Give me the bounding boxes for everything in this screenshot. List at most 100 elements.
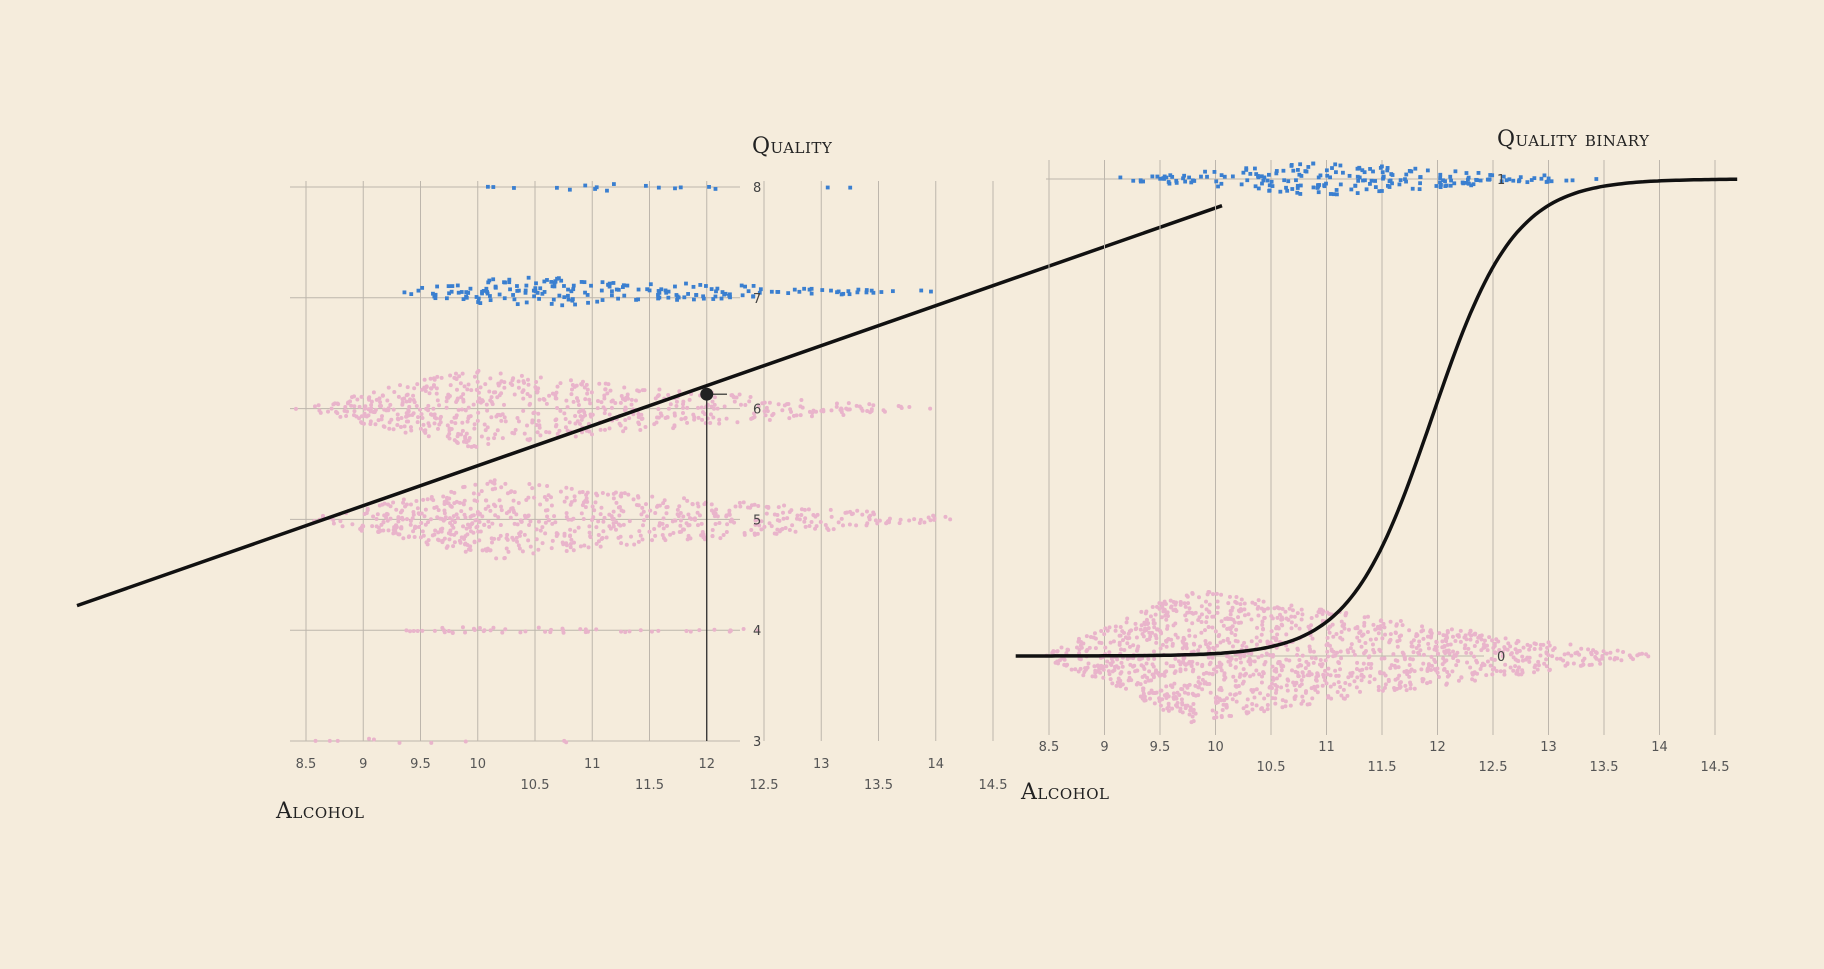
- right-point-q0: [1293, 688, 1298, 693]
- right-point-q1: [1318, 173, 1323, 178]
- right-point-q1: [1262, 175, 1267, 180]
- right-point-q1: [1545, 179, 1550, 184]
- left-point-q7: [508, 287, 512, 292]
- right-point-q1: [1338, 163, 1343, 168]
- left-point-q6: [881, 408, 886, 413]
- left-point-q6: [735, 420, 740, 425]
- left-point-q5: [636, 539, 641, 544]
- left-point-q5: [580, 490, 585, 495]
- right-point-q1: [1438, 172, 1443, 177]
- left-point-q7: [919, 288, 924, 293]
- left-point-q6: [419, 412, 424, 417]
- left-point-q6: [338, 414, 343, 419]
- right-point-q0: [1227, 594, 1232, 599]
- left-point-q6: [479, 434, 484, 439]
- right-point-q0: [1338, 685, 1343, 690]
- left-point-q5: [789, 508, 794, 513]
- left-point-q6: [424, 406, 429, 411]
- right-point-q1: [1356, 178, 1361, 183]
- left-point-q6: [767, 400, 772, 405]
- left-point-q7: [586, 300, 590, 305]
- left-point-q7: [579, 280, 584, 284]
- left-point-q5: [417, 512, 422, 517]
- right-point-q0: [1323, 658, 1328, 663]
- left-point-q5: [653, 533, 658, 538]
- right-point-q0: [1229, 616, 1234, 621]
- right-point-q0: [1394, 623, 1399, 628]
- right-point-q0: [1198, 644, 1203, 649]
- left-point-q6: [536, 418, 541, 423]
- left-point-q6: [379, 414, 384, 419]
- left-point-q5: [702, 537, 707, 542]
- left-point-q5: [642, 518, 647, 523]
- right-point-q0: [1478, 667, 1483, 672]
- left-point-q6: [460, 420, 465, 425]
- left-point-q6: [708, 412, 713, 417]
- left-point-q5: [660, 533, 665, 538]
- right-point-q0: [1295, 647, 1300, 652]
- right-point-q0: [1299, 617, 1304, 622]
- right-point-q0: [1244, 711, 1249, 716]
- left-point-q5: [678, 518, 683, 523]
- left-point-q8: [583, 183, 588, 188]
- right-point-q0: [1210, 672, 1215, 677]
- left-point-q5: [685, 537, 690, 542]
- left-point-q5: [396, 515, 401, 520]
- left-point-q6: [385, 398, 390, 403]
- left-point-q6: [496, 381, 501, 386]
- left-point-q7: [869, 288, 874, 293]
- left-point-q6: [511, 376, 516, 381]
- right-point-q0: [1196, 675, 1201, 680]
- right-point-q0: [1214, 669, 1219, 674]
- left-point-q6: [359, 414, 364, 419]
- left-point-q5: [418, 535, 423, 540]
- right-point-q0: [1429, 654, 1434, 659]
- right-point-q1: [1418, 175, 1423, 179]
- left-point-q5: [562, 533, 567, 538]
- right-point-q0: [1300, 612, 1305, 617]
- right-point-q1: [1390, 181, 1394, 186]
- left-point-q8: [491, 185, 496, 189]
- right-logistic-line: [1015, 177, 1738, 658]
- left-point-q5: [665, 505, 670, 510]
- left-point-q6: [445, 434, 450, 439]
- right-point-q0: [1395, 644, 1400, 649]
- left-point-q4: [408, 629, 413, 634]
- left-point-q6: [493, 390, 498, 395]
- left-point-q6: [349, 403, 354, 408]
- left-point-q6: [732, 399, 737, 404]
- left-point-q5: [766, 505, 771, 510]
- left-point-q6: [558, 408, 563, 413]
- right-point-q0: [1550, 654, 1555, 659]
- left-point-q5: [461, 502, 466, 507]
- right-point-q0: [1214, 715, 1219, 720]
- left-point-q5: [542, 494, 547, 499]
- right-point-q0: [1358, 689, 1363, 694]
- right-point-q1: [1187, 175, 1192, 180]
- left-point-q6: [469, 444, 474, 449]
- right-point-q0: [1186, 601, 1191, 606]
- left-point-q7: [929, 289, 933, 294]
- right-point-q0: [1544, 664, 1549, 669]
- left-y-tick-8: 8: [753, 181, 761, 196]
- right-point-q1: [1332, 192, 1336, 197]
- right-point-q0: [1383, 632, 1388, 637]
- right-point-q0: [1254, 642, 1259, 647]
- right-point-q1: [1460, 180, 1465, 185]
- right-point-q0: [1329, 696, 1334, 701]
- left-point-q5: [611, 496, 616, 501]
- left-point-q5: [423, 522, 428, 527]
- left-point-q6: [415, 420, 420, 425]
- left-point-q5: [581, 517, 586, 522]
- right-point-q0: [1178, 602, 1183, 607]
- right-point-q0: [1151, 618, 1156, 623]
- right-point-q0: [1222, 671, 1227, 676]
- left-point-q6: [623, 426, 628, 431]
- right-point-q0: [1173, 632, 1178, 637]
- right-point-q0: [1478, 634, 1483, 639]
- right-point-q1: [1539, 176, 1544, 181]
- right-point-q0: [1180, 700, 1185, 705]
- right-point-q0: [1575, 650, 1580, 655]
- right-point-q0: [1138, 682, 1143, 687]
- left-point-q7: [743, 284, 747, 289]
